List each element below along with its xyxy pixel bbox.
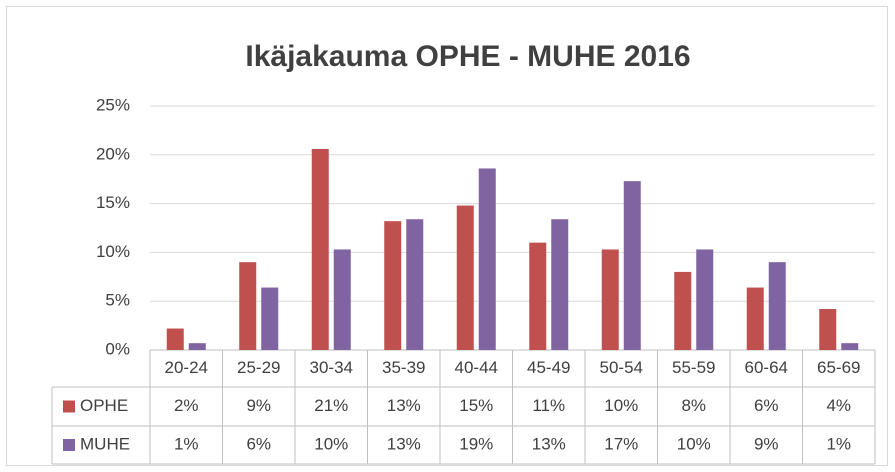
table-value: 9% <box>754 434 779 453</box>
x-tick-label: 25-29 <box>237 358 280 377</box>
table-value: 13% <box>387 434 421 453</box>
legend-key <box>63 400 75 413</box>
x-tick-label: 60-64 <box>745 358 788 377</box>
table-value: 19% <box>459 434 493 453</box>
x-tick-label: 50-54 <box>600 358 643 377</box>
table-value: 11% <box>532 396 565 415</box>
bar <box>529 242 547 350</box>
x-tick-label: 35-39 <box>382 358 425 377</box>
table-value: 1% <box>174 434 199 453</box>
table-value: 4% <box>826 396 851 415</box>
bar <box>261 287 279 350</box>
table-value: 9% <box>246 396 271 415</box>
bar <box>384 221 402 350</box>
bar <box>478 168 496 350</box>
table-value: 10% <box>314 434 348 453</box>
chart-border <box>6 6 888 466</box>
x-tick-label: 30-34 <box>310 358 353 377</box>
x-tick-label: 45-49 <box>527 358 570 377</box>
bar <box>456 205 474 350</box>
y-tick-label: 15% <box>96 193 130 212</box>
bar <box>674 271 692 350</box>
bar <box>311 148 329 350</box>
bar <box>239 262 257 350</box>
bar <box>551 219 569 350</box>
bar <box>768 262 786 350</box>
bar <box>841 343 859 350</box>
y-tick-label: 10% <box>96 242 130 261</box>
table-value: 6% <box>246 434 271 453</box>
chart-title: Ikäjakauma OPHE - MUHE 2016 <box>245 40 690 73</box>
legend-key <box>63 439 75 451</box>
legend-label: OPHE <box>80 396 128 415</box>
bar <box>188 343 206 350</box>
table-value: 13% <box>532 434 566 453</box>
y-tick-label: 20% <box>96 144 130 163</box>
table-value: 15% <box>459 396 493 415</box>
table-value: 2% <box>174 396 199 415</box>
table-value: 13% <box>387 396 421 415</box>
legend-label: MUHE <box>80 434 130 453</box>
y-tick-label: 5% <box>105 291 130 310</box>
bar <box>601 249 619 350</box>
x-tick-label: 65-69 <box>817 358 860 377</box>
table-value: 21% <box>314 396 348 415</box>
bar <box>333 249 351 350</box>
table-value: 10% <box>604 396 638 415</box>
bar <box>819 309 837 350</box>
y-tick-label: 25% <box>96 95 130 114</box>
table-value: 17% <box>604 434 638 453</box>
table-value: 1% <box>826 434 851 453</box>
bar <box>696 249 714 350</box>
bar <box>166 328 184 350</box>
bar <box>623 181 641 350</box>
x-tick-label: 55-59 <box>672 358 715 377</box>
bar <box>406 219 424 350</box>
bar <box>746 287 764 350</box>
y-tick-label: 0% <box>105 339 130 358</box>
table-value: 6% <box>754 396 779 415</box>
table-value: 8% <box>681 396 706 415</box>
x-tick-label: 20-24 <box>165 358 208 377</box>
x-tick-label: 40-44 <box>455 358 498 377</box>
table-value: 10% <box>677 434 711 453</box>
